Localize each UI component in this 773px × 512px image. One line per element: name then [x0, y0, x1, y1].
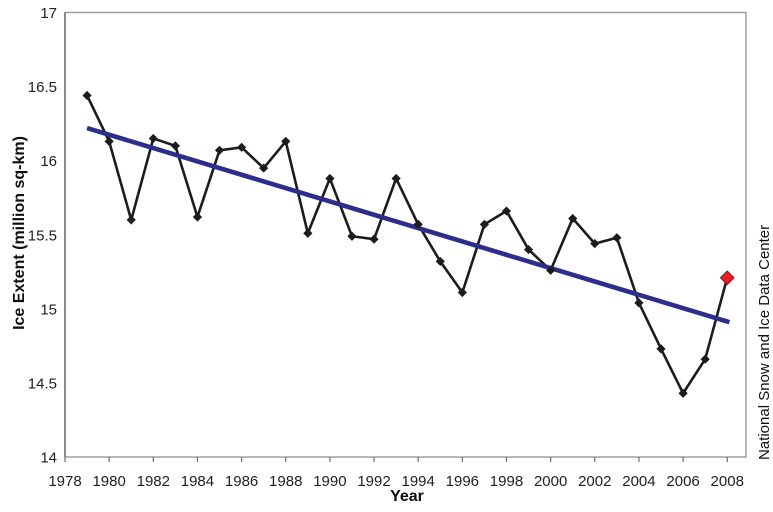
y-tick-label: 15.5	[28, 227, 57, 244]
y-tick-label: 17	[40, 5, 57, 22]
x-tick-label: 1992	[357, 473, 390, 490]
data-point-marker	[435, 256, 445, 267]
x-tick-label: 2002	[578, 473, 611, 490]
x-tick-label: 1994	[402, 473, 435, 490]
y-tick-label: 16.5	[28, 79, 57, 96]
data-point-marker	[634, 298, 644, 308]
data-point-marker	[678, 388, 688, 398]
source-watermark-text: National Snow and Ice Data Center	[756, 225, 773, 460]
data-point-marker	[148, 133, 158, 144]
data-point-marker	[325, 173, 335, 184]
y-tick-label: 15	[40, 301, 57, 318]
x-tick-label: 1980	[92, 473, 125, 490]
y-tick-label: 14	[40, 450, 57, 467]
data-point-marker	[104, 136, 114, 147]
x-tick-label: 1988	[269, 473, 302, 490]
data-point-marker	[546, 265, 556, 275]
x-tick-label: 1986	[225, 473, 258, 490]
data-point-marker	[656, 344, 666, 354]
data-point-marker	[347, 231, 357, 241]
y-axis-title: Ice Extent (million sq-km)	[11, 136, 28, 330]
data-point-marker	[259, 163, 269, 173]
x-axis-title: Year	[390, 488, 424, 505]
data-point-marker	[170, 141, 180, 151]
trend-line	[86, 125, 731, 325]
y-tick-label: 14.5	[28, 375, 57, 392]
data-point-marker	[192, 212, 203, 222]
data-point-marker	[236, 142, 247, 152]
data-point-marker	[479, 219, 490, 229]
data-point-marker	[568, 213, 578, 224]
x-tick-label: 1984	[181, 473, 214, 490]
x-tick-label: 2006	[666, 473, 699, 490]
x-tick-label: 1998	[490, 473, 523, 490]
x-tick-label: 2008	[711, 473, 744, 490]
plot-border	[64, 11, 747, 458]
x-tick-label: 2000	[534, 473, 567, 490]
data-point-marker	[82, 90, 92, 101]
data-point-marker	[457, 287, 467, 298]
data-point-marker	[523, 244, 534, 255]
highlight-point-marker	[719, 270, 735, 286]
data-point-marker	[281, 136, 291, 147]
x-tick-label: 1982	[137, 473, 170, 490]
y-tick-label: 16	[40, 153, 57, 170]
data-point-marker	[612, 233, 622, 243]
data-point-marker	[303, 228, 313, 238]
data-point-marker	[501, 206, 512, 216]
x-tick-label: 2004	[622, 473, 655, 490]
x-tick-label: 1978	[48, 473, 81, 490]
data-point-marker	[369, 234, 379, 244]
data-point-marker	[126, 215, 136, 225]
data-point-marker	[413, 219, 423, 229]
data-point-marker	[214, 145, 225, 155]
data-point-marker	[391, 173, 401, 184]
data-series-line	[85, 94, 729, 396]
data-point-marker	[590, 239, 600, 249]
plot-area: 1978 1980 1982 1984 1986 1988 1990 1992 1994 1996…	[28, 5, 747, 490]
x-tick-label: 1996	[446, 473, 479, 490]
x-tick-label: 1990	[313, 473, 346, 490]
data-point-marker	[700, 354, 710, 364]
